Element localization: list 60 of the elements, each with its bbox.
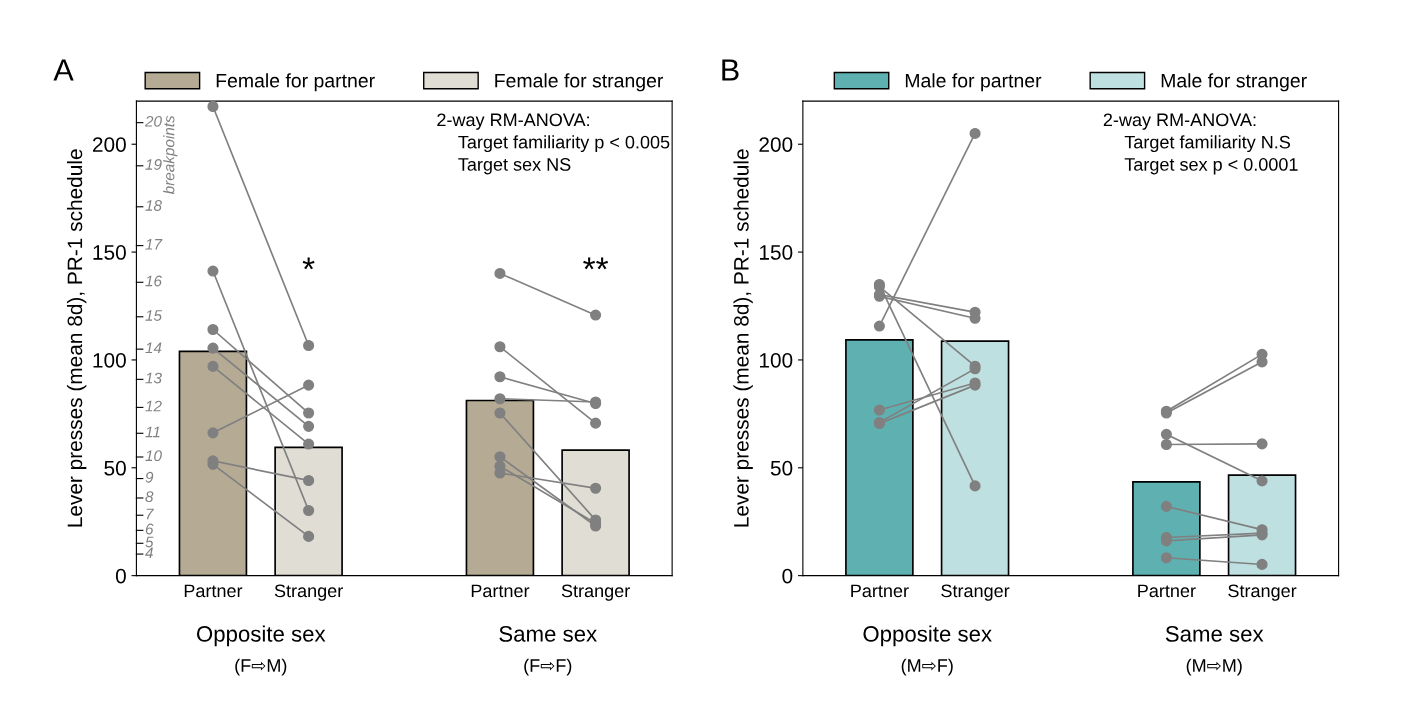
- text: (M⇨M): [1186, 658, 1242, 676]
- legend-label: Female for partner: [216, 73, 375, 92]
- annotation: breakpoints: [163, 115, 178, 195]
- x-tick-label: Partner: [1138, 584, 1196, 598]
- annotation: 6: [145, 523, 154, 535]
- annotation: Target familiarity p < 0.005: [458, 135, 670, 153]
- annotation: 2-way RM-ANOVA:: [1103, 113, 1256, 130]
- y-tick-label: 50: [770, 460, 793, 476]
- y-tick-label: 150: [93, 245, 126, 260]
- annotation: 4: [145, 547, 153, 559]
- annotation: *: [302, 257, 315, 270]
- y-axis-title: Lever presses (mean 8d), PR-1 schedule: [733, 149, 753, 527]
- annotation: 15: [145, 310, 163, 321]
- annotation: 20: [144, 115, 162, 127]
- x-tick-label: Partner: [471, 584, 530, 598]
- legend-label: Female for stranger: [495, 73, 664, 92]
- text: (M⇨F): [901, 658, 953, 676]
- annotation: 19: [145, 159, 162, 170]
- annotation: 14: [145, 342, 162, 354]
- y-tick-label: 200: [92, 137, 126, 152]
- y-axis-title: Lever presses (mean 8d), PR-1 schedule: [66, 149, 87, 527]
- annotation: 11: [145, 426, 160, 438]
- annotation: 17: [145, 239, 163, 250]
- annotation: 9: [145, 471, 154, 483]
- x-tick-label: Stranger: [941, 584, 1010, 601]
- y-tick-label: 0: [782, 568, 793, 584]
- y-tick-label: 100: [93, 352, 126, 368]
- annotation: Target familiarity N.S: [1124, 135, 1291, 153]
- y-tick-label: 100: [759, 352, 793, 368]
- y-tick-label: 200: [759, 137, 793, 152]
- x-tick-label: Stranger: [1228, 584, 1297, 601]
- annotation: 12: [145, 400, 162, 412]
- y-tick-label: 150: [759, 245, 793, 260]
- text: Same sex: [499, 626, 597, 642]
- legend-label: Male for stranger: [1161, 73, 1307, 92]
- x-tick-label: Stranger: [274, 584, 343, 601]
- annotation: 10: [145, 450, 162, 462]
- text: Same sex: [1165, 626, 1264, 642]
- annotation: 2-way RM-ANOVA:: [437, 113, 589, 130]
- y-tick-label: 50: [104, 460, 126, 476]
- text: (F⇨M): [235, 658, 287, 676]
- annotation: **: [583, 257, 609, 270]
- x-tick-label: Partner: [851, 584, 909, 598]
- text: Opposite sex: [196, 625, 326, 647]
- chart-title: A: [53, 59, 74, 81]
- annotation: 8: [145, 491, 154, 503]
- annotation: 7: [146, 508, 154, 520]
- chart-title: B: [722, 59, 739, 81]
- annotation: 13: [145, 372, 162, 384]
- x-tick-label: Stranger: [561, 584, 630, 601]
- legend-label: Male for partner: [905, 73, 1042, 92]
- annotation: Target sex p < 0.0001: [1124, 158, 1298, 175]
- text: (F⇨F): [524, 658, 572, 676]
- annotation: 18: [145, 200, 162, 211]
- annotation: 5: [145, 536, 154, 548]
- annotation: Target sex NS: [458, 158, 571, 175]
- x-tick-label: Partner: [184, 584, 243, 598]
- text: Opposite sex: [863, 625, 992, 647]
- annotation: 16: [145, 275, 162, 287]
- y-tick-label: 0: [115, 568, 126, 584]
